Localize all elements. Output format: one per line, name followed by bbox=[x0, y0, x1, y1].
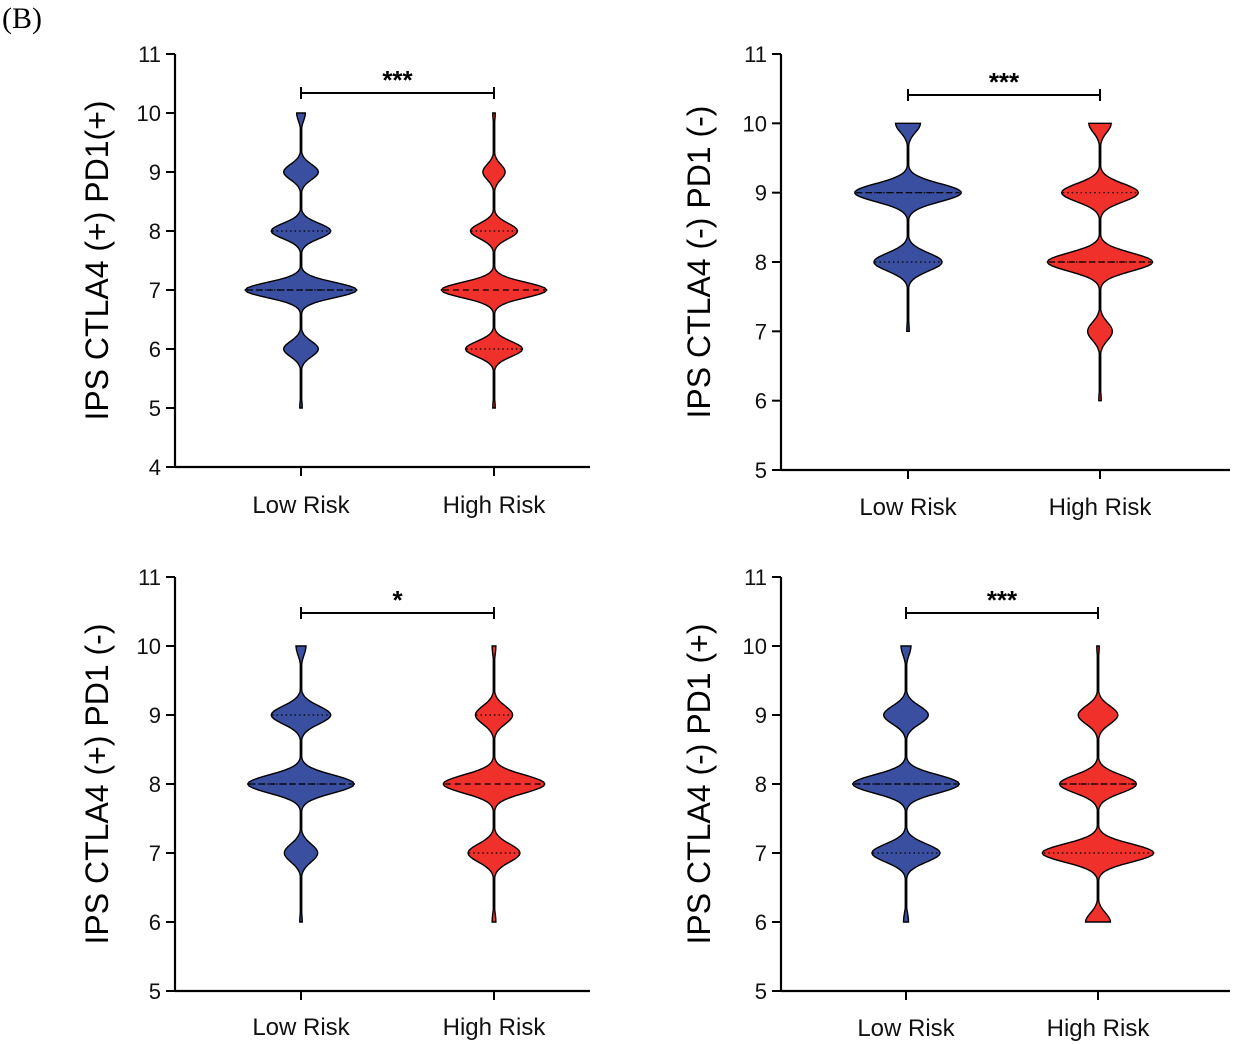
x-tick-label: High Risk bbox=[1049, 494, 1153, 521]
x-tick-label: Low Risk bbox=[859, 494, 957, 521]
y-axis-label: IPS CTLA4 (-) PD1 (+) bbox=[681, 624, 717, 945]
y-tick-label: 9 bbox=[149, 703, 161, 728]
y-axis-label: IPS CTLA4 (+) PD1 (-) bbox=[79, 624, 115, 945]
y-tick-label: 9 bbox=[755, 703, 767, 728]
y-tick-label: 11 bbox=[744, 565, 767, 590]
y-tick-label: 10 bbox=[137, 634, 161, 659]
y-tick-label: 9 bbox=[755, 181, 767, 206]
x-tick-label: High Risk bbox=[443, 492, 547, 519]
y-tick-label: 6 bbox=[755, 389, 767, 414]
x-tick-label: High Risk bbox=[1047, 1015, 1151, 1042]
y-tick-label: 5 bbox=[149, 979, 161, 1004]
significance-label: *** bbox=[989, 67, 1020, 97]
violin-low-risk bbox=[854, 122, 962, 333]
y-tick-label: 6 bbox=[755, 910, 767, 935]
y-tick-label: 8 bbox=[755, 772, 767, 797]
y-tick-label: 6 bbox=[149, 910, 161, 935]
y-tick-label: 7 bbox=[755, 841, 767, 866]
violin-chart-ctla4pos-pd1neg: 5 6 7 8 9 10 11 IPS CTLA4 (+) PD1 (-) Low Risk Hi… bbox=[79, 565, 590, 1041]
y-tick-label: 7 bbox=[755, 319, 767, 344]
y-tick-label: 11 bbox=[138, 565, 161, 590]
y-tick-label: 8 bbox=[149, 772, 161, 797]
y-tick-label: 8 bbox=[755, 250, 767, 275]
x-tick-label: Low Risk bbox=[252, 1014, 350, 1041]
violin-high-risk bbox=[442, 645, 546, 923]
y-tick-label: 5 bbox=[149, 396, 161, 421]
y-axis-label: IPS CTLA4 (-) PD1 (-) bbox=[681, 106, 717, 419]
panel-label: (B) bbox=[2, 2, 42, 35]
significance-label: *** bbox=[987, 585, 1018, 615]
violin-chart-ctla4pos-pd1pos: 4 5 6 7 8 9 10 11 IPS CTLA4 (+) PD1(+) Low Risk Hi… bbox=[79, 42, 590, 519]
x-tick-label: High Risk bbox=[443, 1014, 547, 1041]
x-tick-label: Low Risk bbox=[857, 1015, 955, 1042]
y-tick-label: 11 bbox=[138, 42, 161, 67]
y-tick-label: 7 bbox=[149, 278, 161, 303]
significance-label: *** bbox=[382, 65, 413, 95]
y-tick-label: 10 bbox=[137, 101, 161, 126]
violin-chart-ctla4neg-pd1pos: 5 6 7 8 9 10 11 IPS CTLA4 (-) PD1 (+) Low Risk Hi… bbox=[681, 565, 1230, 1042]
significance-label: * bbox=[392, 585, 403, 615]
violin-low-risk bbox=[244, 112, 358, 409]
y-tick-label: 10 bbox=[743, 111, 767, 136]
y-tick-label: 4 bbox=[149, 455, 161, 480]
violin-high-risk bbox=[440, 112, 548, 409]
y-tick-label: 8 bbox=[149, 219, 161, 244]
y-tick-label: 6 bbox=[149, 337, 161, 362]
x-tick-label: Low Risk bbox=[252, 492, 350, 519]
y-tick-label: 10 bbox=[743, 634, 767, 659]
violin-chart-ctla4neg-pd1neg: 5 6 7 8 9 10 11 IPS CTLA4 (-) PD1 (-) Low Risk Hi… bbox=[681, 42, 1230, 521]
y-tick-label: 5 bbox=[755, 458, 767, 483]
y-tick-label: 11 bbox=[744, 42, 767, 67]
y-tick-label: 9 bbox=[149, 160, 161, 185]
y-tick-label: 7 bbox=[149, 841, 161, 866]
y-tick-label: 5 bbox=[755, 979, 767, 1004]
y-axis-label: IPS CTLA4 (+) PD1(+) bbox=[79, 100, 115, 420]
